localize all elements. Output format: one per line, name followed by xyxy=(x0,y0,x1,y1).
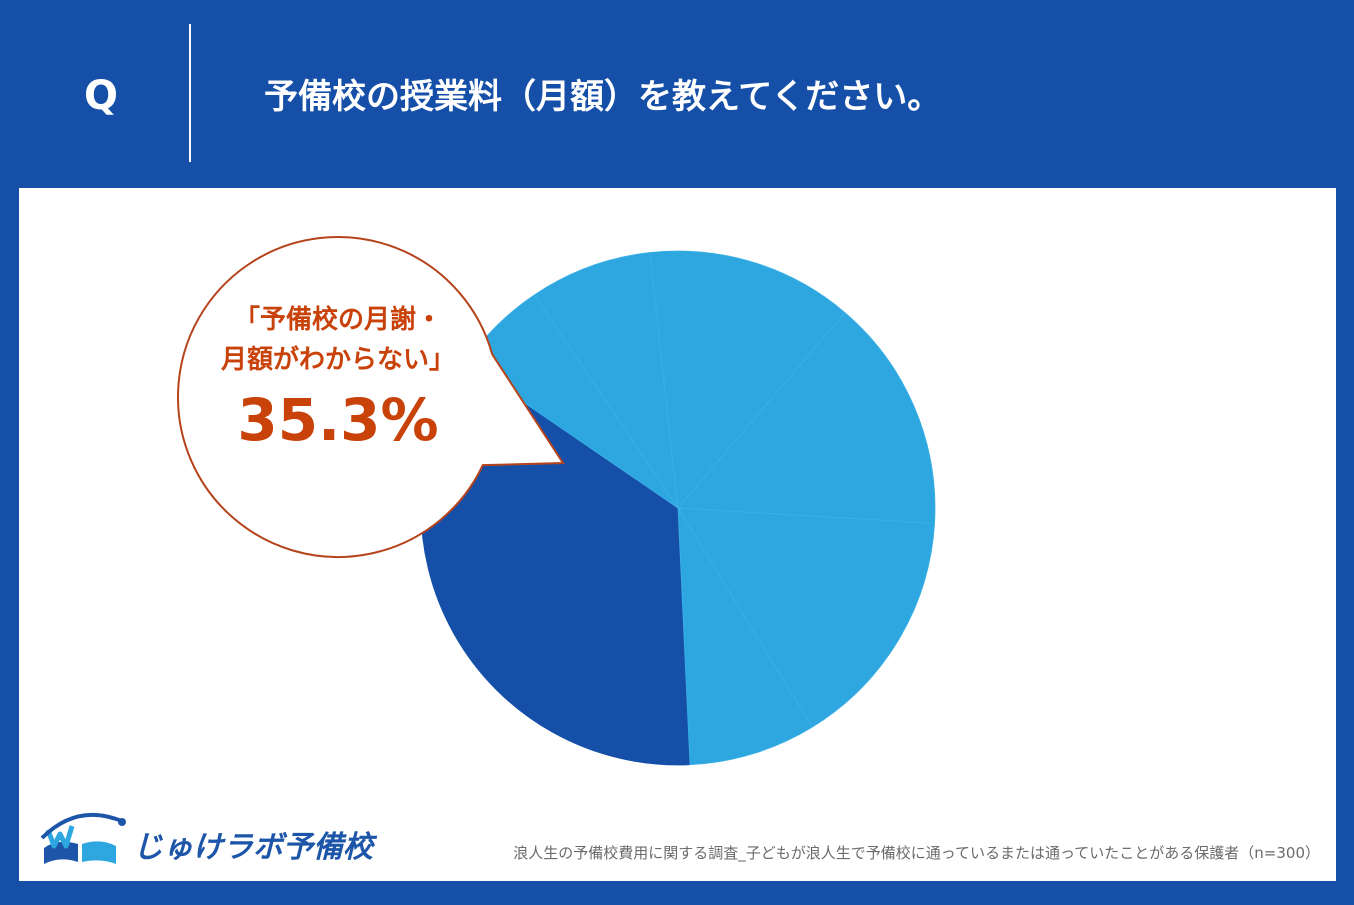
header-divider xyxy=(189,24,191,162)
pie-slice-4 xyxy=(677,312,936,524)
q-mark: Q xyxy=(84,73,119,119)
logo: じゅけラボ予備校 xyxy=(38,808,373,868)
callout-bubble xyxy=(177,236,565,558)
logo-text: じゅけラボ予備校 xyxy=(133,830,373,865)
callout-value: 35.3% xyxy=(237,386,439,454)
callout: 「予備校の月謝・ 月額がわからない」 35.3% xyxy=(168,300,508,456)
callout-bubble-shape xyxy=(177,236,565,558)
pie-slice-2 xyxy=(533,252,679,509)
pie-slice-5 xyxy=(677,507,935,728)
header: Q 予備校の授業料（月額）を教えてください。 xyxy=(0,0,1354,188)
source-note: 浪人生の予備校費用に関する調査_子どもが浪人生で予備校に通っているまたは通ってい… xyxy=(513,844,1320,862)
pie-slice-3 xyxy=(649,250,846,509)
question-title: 予備校の授業料（月額）を教えてください。 xyxy=(264,77,942,117)
callout-label-line1: 「予備校の月謝・ xyxy=(233,305,442,335)
callout-label-line2: 月額がわからない」 xyxy=(220,345,455,375)
book-logo-icon xyxy=(40,812,126,864)
pie-slice-6 xyxy=(677,507,813,766)
